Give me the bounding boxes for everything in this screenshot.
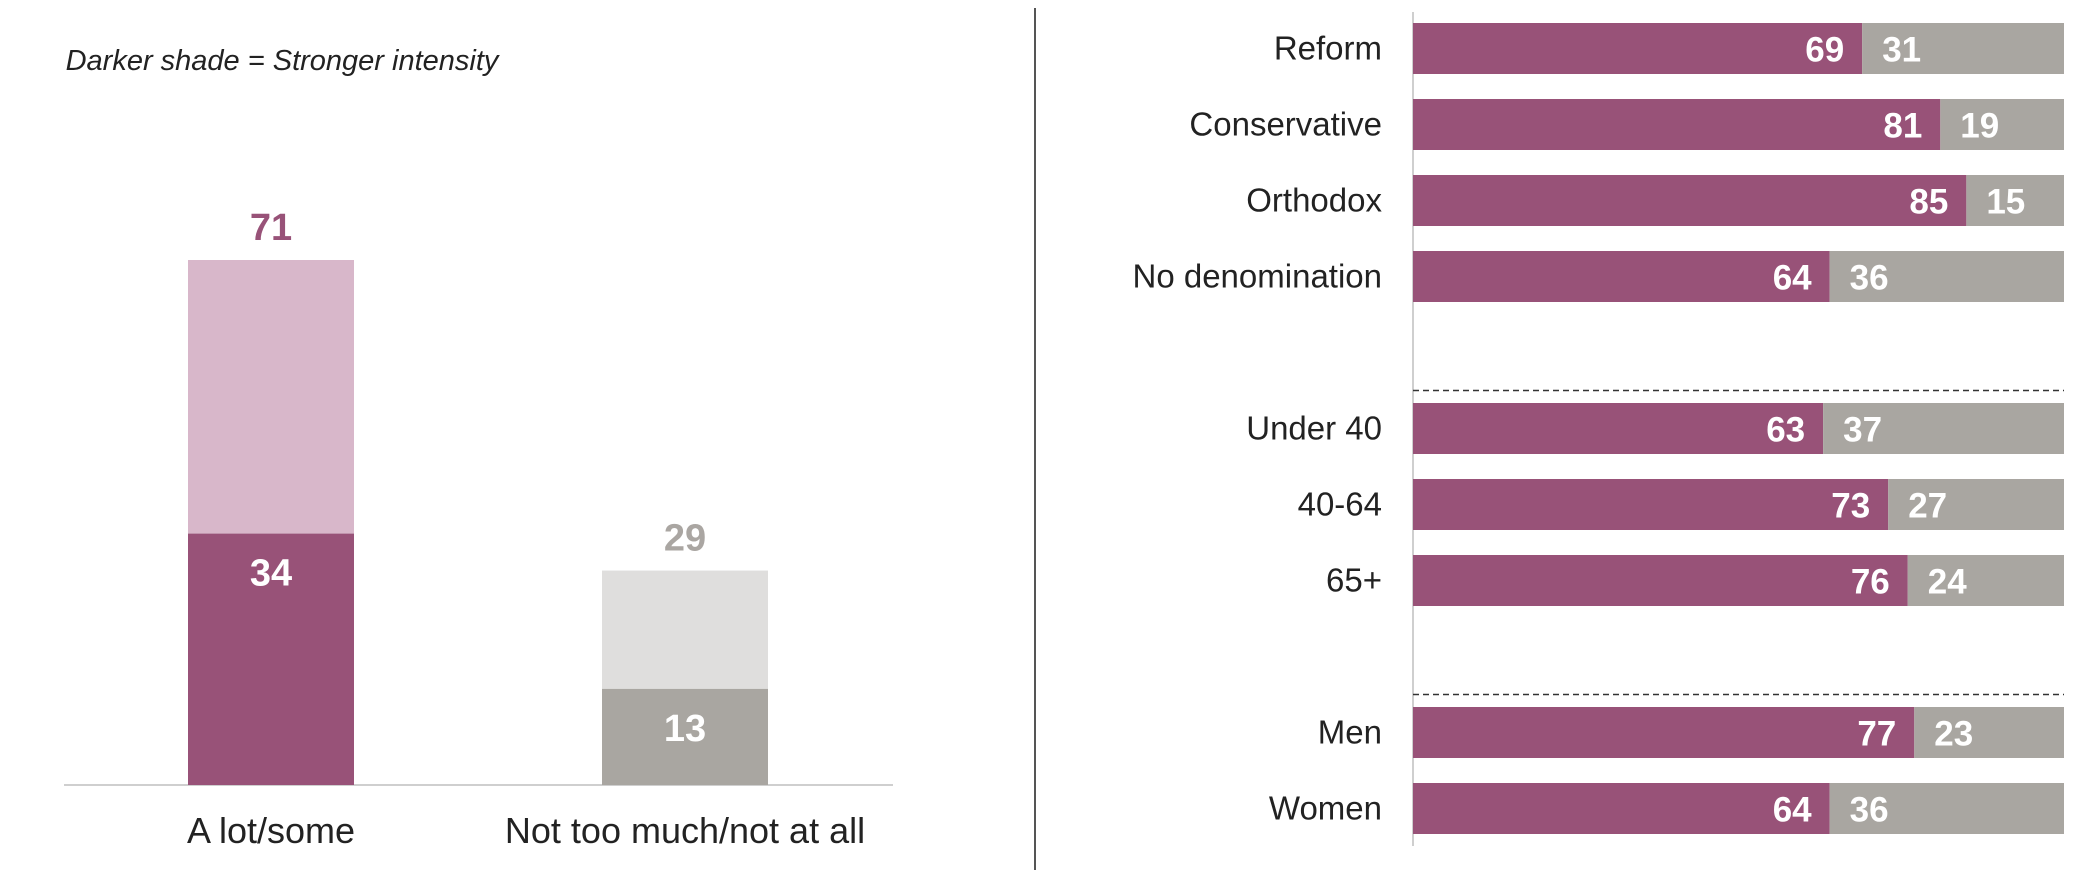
- bar-row-label: Reform: [1274, 30, 1382, 67]
- bar-row-labels: Reform Conservative Orthodox No denominatio…: [1133, 30, 1383, 827]
- bar-value-second: 27: [1908, 487, 1947, 526]
- stacked-column-chart: Darker shade = Stronger intensity 71 34 A …: [64, 45, 893, 851]
- bar-row-label: Conservative: [1189, 106, 1382, 143]
- bar-segment-first: [1413, 175, 1967, 226]
- column-light-segment: [602, 570, 768, 689]
- bar-segment-second: [1940, 99, 2064, 150]
- bar-segment-first: [1413, 707, 1915, 758]
- bar-segment-first: [1413, 23, 1863, 74]
- bar-segment-second: [1862, 23, 2064, 74]
- group-dividers: [1413, 389, 2064, 696]
- bar-row-label: Women: [1269, 790, 1382, 827]
- column-total-label: 29: [664, 518, 706, 560]
- bar-value-second: 19: [1960, 107, 1999, 146]
- column-strong-segment: [188, 533, 354, 785]
- column-light-segment: [188, 260, 354, 534]
- bar-value-second: 31: [1882, 31, 1921, 70]
- bar-value-first: 81: [1883, 107, 1922, 146]
- bar-value-second: 24: [1928, 563, 1967, 602]
- intensity-note: Darker shade = Stronger intensity: [66, 45, 500, 77]
- bar-row-label: Under 40: [1246, 410, 1382, 447]
- bar-row-label: Orthodox: [1246, 182, 1382, 219]
- bar-segment-second: [1907, 555, 2064, 606]
- bar-segment-first: [1413, 555, 1908, 606]
- bar-row-label: Men: [1318, 714, 1382, 751]
- bar-series: 69 31 81 19 85 15 64 36 63 37 73 27 76 24 77 23 64 36: [1413, 23, 2064, 834]
- bar-value-first: 64: [1773, 791, 1812, 830]
- bar-segment-second: [1829, 251, 2064, 302]
- bar-row-label: No denomination: [1133, 258, 1383, 295]
- bar-segment-second: [1823, 403, 2064, 454]
- bar-value-second: 23: [1934, 715, 1973, 754]
- bar-row-label: 40-64: [1298, 486, 1382, 523]
- column-total-label: 71: [250, 207, 292, 249]
- bar-value-first: 76: [1851, 563, 1890, 602]
- bar-value-second: 36: [1850, 791, 1889, 830]
- column-category-label: A lot/some: [187, 810, 355, 851]
- bar-segment-second: [1829, 783, 2064, 834]
- bar-segment-first: [1413, 403, 1824, 454]
- column-strong-label: 34: [250, 553, 292, 595]
- column-series: [188, 260, 768, 785]
- bar-segment-second: [1888, 479, 2064, 530]
- column-labels: 71 34 A lot/some 29 13 Not too much/not at al…: [187, 207, 865, 851]
- bar-row-label: 65+: [1326, 562, 1382, 599]
- bar-value-first: 73: [1831, 487, 1870, 526]
- bar-segment-first: [1413, 783, 1830, 834]
- bar-value-first: 63: [1766, 411, 1805, 450]
- bar-segment-second: [1966, 175, 2064, 226]
- bar-segment-first: [1413, 479, 1889, 530]
- bar-value-second: 15: [1986, 183, 2025, 222]
- bar-value-first: 85: [1909, 183, 1948, 222]
- bar-segment-first: [1413, 99, 1941, 150]
- bar-value-second: 37: [1843, 411, 1882, 450]
- column-category-label: Not too much/not at all: [505, 810, 865, 851]
- bar-value-first: 77: [1857, 715, 1896, 754]
- bar-segment-first: [1413, 251, 1830, 302]
- bar-value-first: 64: [1773, 259, 1812, 298]
- stacked-bar-chart: 69 31 81 19 85 15 64 36 63 37 73 27 76 24 77 23 64 36 Ref…: [1133, 12, 2064, 846]
- bar-value-first: 69: [1805, 31, 1844, 70]
- bar-segment-second: [1914, 707, 2064, 758]
- column-strong-segment: [602, 688, 768, 785]
- column-strong-label: 13: [664, 708, 706, 750]
- bar-value-second: 36: [1850, 259, 1889, 298]
